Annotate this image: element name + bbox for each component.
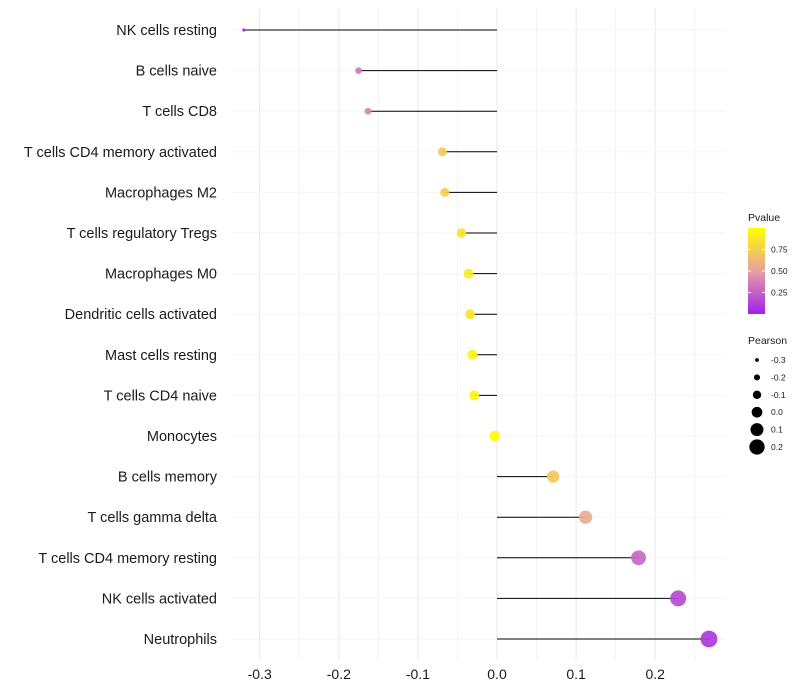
size-legend-label: 0.2 [771, 442, 783, 452]
stem-layer [243, 29, 709, 640]
category-label: T cells CD8 [142, 104, 217, 120]
category-label: T cells CD4 memory resting [38, 551, 217, 567]
size-legend-label: 0.0 [771, 407, 783, 417]
size-legend-label: -0.3 [771, 355, 786, 365]
category-label: T cells CD4 memory activated [24, 145, 217, 161]
category-label: T cells gamma delta [88, 510, 218, 526]
point [578, 510, 593, 524]
x-tick-label: 0.2 [645, 666, 665, 682]
point [465, 309, 476, 320]
point [456, 228, 467, 238]
point [364, 107, 372, 115]
x-tick-label: -0.2 [327, 666, 351, 682]
size-legend-label: -0.1 [771, 390, 786, 400]
x-tick-label: 0.0 [487, 666, 507, 682]
category-label: T cells CD4 naive [104, 388, 217, 404]
category-label: Dendritic cells activated [65, 307, 217, 323]
size-legend-dot [751, 406, 763, 418]
category-label: NK cells activated [102, 591, 217, 607]
category-label: B cells naive [136, 64, 217, 80]
point [467, 349, 478, 360]
point [355, 67, 362, 74]
x-tick-label: -0.1 [406, 666, 430, 682]
size-legend-dot [753, 374, 761, 381]
x-axis-labels: -0.3 -0.2 -0.1 0.0 0.1 0.2 [248, 666, 666, 682]
point [463, 268, 474, 279]
colorbar-tick-label: 0.75 [771, 245, 788, 255]
size-legend-dot [752, 390, 762, 399]
size-legend-label: 0.1 [771, 425, 783, 435]
x-tick-label: -0.3 [248, 666, 272, 682]
point [546, 470, 560, 483]
x-tick-label: 0.1 [566, 666, 586, 682]
size-legend-dot [749, 439, 765, 455]
category-label: Macrophages M0 [105, 267, 217, 283]
size-legend-label: -0.2 [771, 372, 786, 382]
point [489, 430, 500, 442]
colorbar-tick-label: 0.50 [771, 266, 788, 276]
category-label: NK cells resting [116, 23, 217, 39]
category-label: B cells memory [118, 470, 218, 486]
point [440, 187, 450, 197]
pvalue-colorbar [748, 228, 765, 314]
point [242, 28, 246, 32]
colorbar-tick-label: 0.25 [771, 288, 788, 298]
point [469, 390, 480, 401]
grid-layer [232, 8, 726, 660]
size-legend-dot [750, 423, 764, 437]
pvalue-legend: Pvalue 0.25 0.50 0.75 [748, 212, 788, 314]
point [700, 630, 718, 648]
pvalue-legend-title: Pvalue [748, 212, 780, 224]
category-label: Monocytes [147, 429, 217, 445]
point [437, 147, 447, 157]
category-label: Macrophages M2 [105, 185, 217, 201]
pearson-legend-title: Pearson [748, 335, 787, 347]
category-label: Neutrophils [144, 632, 217, 648]
category-label: T cells regulatory Tregs [67, 226, 217, 242]
point [670, 590, 687, 607]
point-layer [242, 28, 718, 648]
size-legend-dot [755, 358, 759, 362]
category-label: Mast cells resting [105, 348, 217, 364]
y-axis-labels: NK cells resting B cells naive T cells CD8… [24, 23, 218, 648]
pearson-legend: Pearson -0.3 -0.2 -0.1 0.0 0.1 0.2 [748, 335, 787, 455]
point [631, 550, 646, 566]
